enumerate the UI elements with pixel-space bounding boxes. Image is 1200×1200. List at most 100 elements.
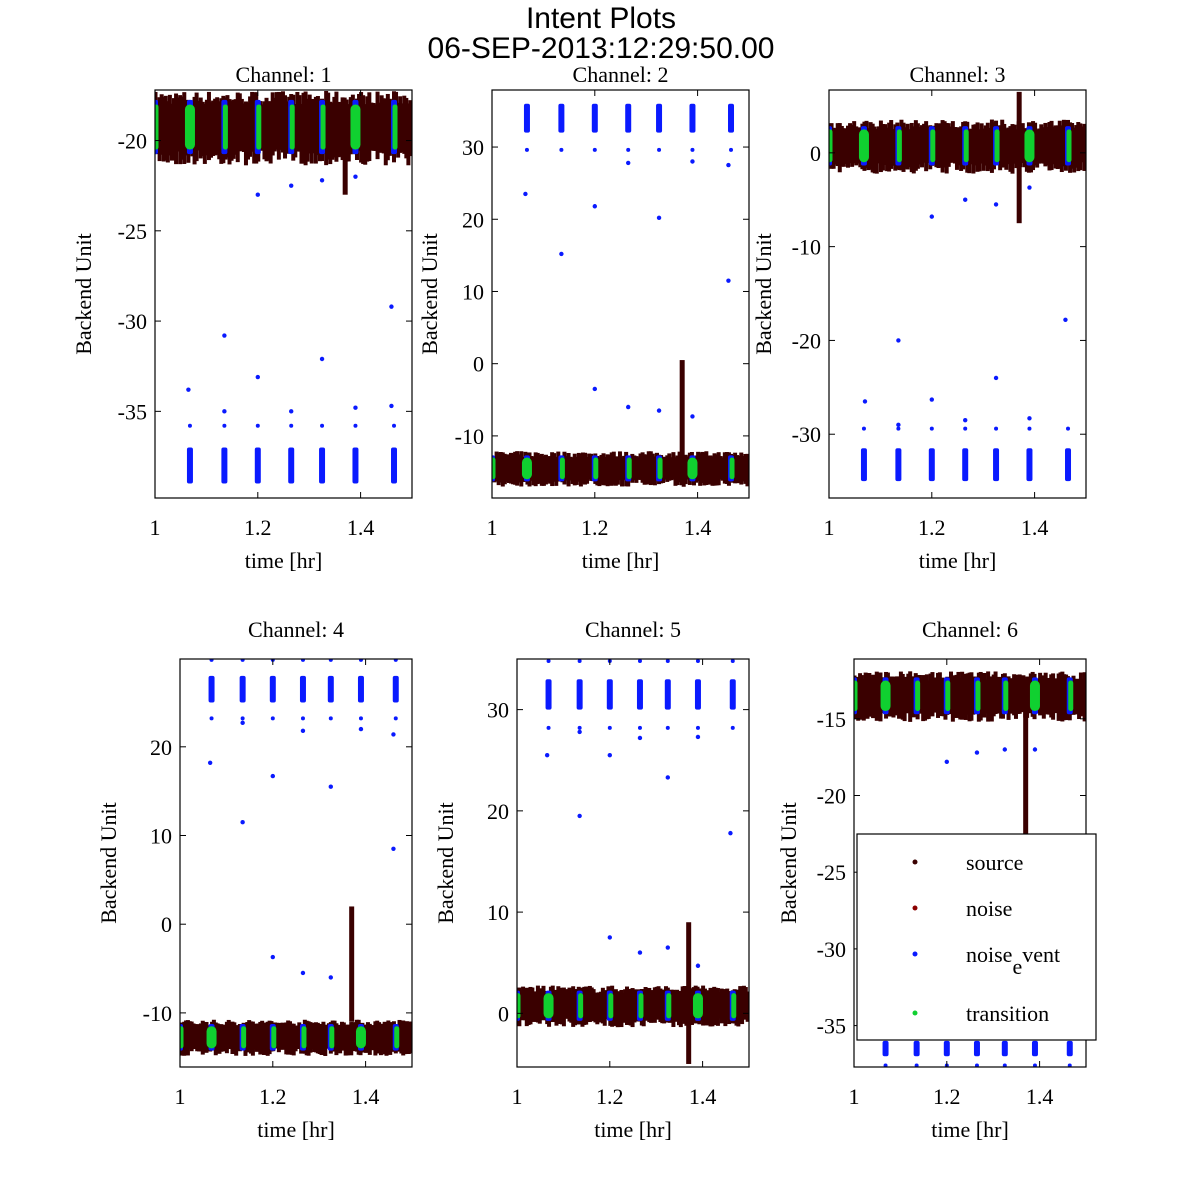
noise-event-point (607, 752, 612, 758)
source-point (264, 97, 269, 162)
x-axis-label: time [hr] (594, 1117, 672, 1142)
source-point (981, 128, 986, 171)
source-spike (1016, 91, 1022, 224)
noise-event-point (525, 84, 529, 88)
source-point (576, 452, 581, 482)
axes-frame (154, 89, 413, 499)
source-point (202, 103, 207, 164)
source-point (652, 456, 657, 486)
source-point (564, 456, 569, 481)
noise-event-point (592, 147, 597, 152)
noise-event-point (592, 204, 597, 209)
transition-point (1024, 129, 1035, 163)
source-point (278, 92, 283, 150)
noise-event-cluster (1001, 1040, 1008, 1057)
source-point (737, 455, 742, 484)
source-point (334, 91, 339, 162)
y-tick-label: 20 (150, 735, 172, 760)
source-spike (1023, 688, 1029, 873)
noise-event-point (695, 725, 700, 730)
plot-area (829, 91, 1086, 503)
noise-event-cluster (625, 103, 632, 133)
source-point (519, 451, 524, 487)
source-point (361, 95, 366, 164)
source-point (580, 452, 585, 484)
source-point (665, 455, 670, 482)
transition-point (945, 680, 951, 712)
noise-event-cluster (208, 675, 215, 703)
noise-event-cluster (913, 1040, 920, 1057)
noise-event-point (289, 423, 294, 428)
source-point (977, 129, 982, 172)
x-tick-label: 1.2 (596, 1084, 624, 1109)
noise-event-point (914, 1063, 919, 1067)
noise-event-cluster (664, 679, 671, 710)
channel-6-axes: 1 1.2 1.4 -15 -20 -25 -30 -35 Channel: 6 time [hr… (776, 617, 1087, 1142)
source-point (266, 101, 271, 161)
source-point (556, 451, 561, 482)
source-point (876, 126, 881, 164)
source-point (1033, 122, 1038, 166)
source-point (1012, 124, 1017, 164)
source-point (706, 455, 711, 485)
noise-event-point (391, 846, 396, 852)
noise-event-point (690, 159, 695, 164)
source-point (1080, 126, 1085, 163)
noise-event-point (637, 659, 642, 664)
source-point (917, 127, 922, 165)
noise-event-point (896, 422, 901, 428)
source-point (546, 456, 551, 483)
source-point (603, 456, 608, 486)
noise-event-point (270, 773, 275, 779)
transition-point (994, 129, 1000, 163)
noise-event-cluster (606, 679, 613, 710)
transition-point (394, 1026, 400, 1049)
transition-point (184, 104, 195, 150)
source-point (735, 455, 740, 484)
y-tick-label: 0 (498, 1001, 509, 1026)
noise-event-point (695, 734, 701, 740)
noise-event-point (861, 426, 866, 431)
noise-event-point (726, 162, 731, 168)
transition-point (915, 680, 921, 712)
source-point (971, 124, 976, 174)
source-point (708, 455, 713, 485)
source-point (1055, 125, 1060, 170)
noise-event-cluster (928, 448, 935, 482)
noise-event-point (930, 499, 934, 503)
noise-event-cluster (239, 675, 246, 703)
source-point (262, 101, 267, 160)
source-point (874, 129, 879, 174)
source-point (661, 456, 666, 483)
y-axis-label: Backend Unit (433, 802, 458, 924)
transition-point (180, 1026, 184, 1049)
noise-event-point (544, 752, 550, 758)
noise-event-point (358, 726, 364, 732)
transition-point (289, 104, 295, 150)
noise-event-cluster (221, 447, 228, 484)
noise-event-point (240, 659, 245, 662)
y-tick-label: -35 (817, 1014, 846, 1039)
noise-event-point (1027, 416, 1032, 421)
x-tick-label: 1.4 (1026, 1084, 1054, 1109)
source-point (1035, 129, 1040, 168)
source-point (198, 97, 203, 159)
transition-point (492, 457, 496, 480)
noise-event-cluster (288, 447, 295, 484)
noise-event-point (1067, 1063, 1072, 1067)
source-point (531, 456, 536, 486)
source-point (1010, 124, 1015, 174)
source-point (346, 104, 351, 162)
transition-point (687, 457, 698, 480)
source-point (548, 456, 553, 484)
transition-point (854, 680, 858, 712)
legend-marker-noise (912, 905, 918, 911)
source-point (1074, 125, 1079, 168)
source-point (219, 98, 224, 164)
noise-event-cluster (1065, 448, 1072, 482)
source-point (213, 98, 218, 156)
channel-1-axes: 1 1.2 1.4 -20 -25 -30 -35 Channel: 1 time [hr] Ba… (71, 62, 413, 573)
y-tick-label: 0 (161, 912, 172, 937)
source-point (408, 1021, 412, 1054)
noise-event-point (665, 775, 670, 780)
